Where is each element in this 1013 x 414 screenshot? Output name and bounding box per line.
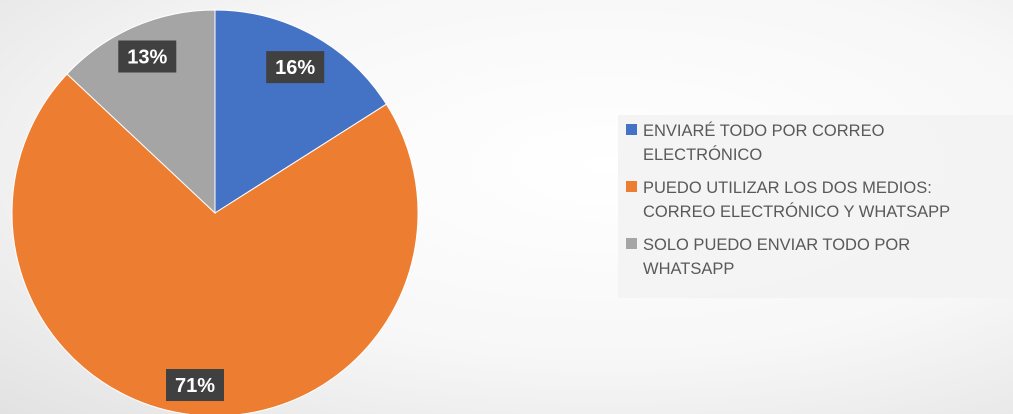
data-label-box-whatsapp: [118, 40, 177, 73]
pie-slice-ambos: [11, 73, 419, 414]
legend-label-ambos: PUEDO UTILIZAR LOS DOS MEDIOS: CORREO EL…: [643, 179, 951, 221]
data-labels: 16% 71% 13%: [118, 40, 325, 401]
pie-slice-correo: [214, 9, 388, 214]
legend-label-correo: ENVIARÉ TODO POR CORREO ELECTRÓNICO: [643, 122, 885, 164]
data-label-box-correo: [266, 51, 325, 84]
data-label-text-ambos: 71%: [175, 375, 215, 397]
data-label-correo: 16%: [266, 51, 325, 84]
data-label-whatsapp: 13%: [118, 40, 177, 73]
legend-item-ambos: PUEDO UTILIZAR LOS DOS MEDIOS: CORREO EL…: [626, 176, 1013, 224]
legend-item-correo: ENVIARÉ TODO POR CORREO ELECTRÓNICO: [626, 119, 1013, 167]
pie-slice-whatsapp: [66, 9, 216, 215]
legend-swatch-correo: [626, 124, 637, 135]
data-label-text-whatsapp: 13%: [127, 47, 167, 69]
data-label-box-ambos: [166, 369, 224, 401]
data-label-text-correo: 16%: [275, 57, 315, 79]
legend-label-whatsapp: SOLO PUEDO ENVIAR TODO POR WHATSAPP: [643, 236, 911, 278]
legend-swatch-whatsapp: [626, 238, 637, 249]
legend: ENVIARÉ TODO POR CORREO ELECTRÓNICO PUED…: [618, 115, 1013, 298]
legend-swatch-ambos: [626, 181, 637, 192]
legend-item-whatsapp: SOLO PUEDO ENVIAR TODO POR WHATSAPP: [626, 233, 1013, 281]
data-label-ambos: 71%: [166, 369, 224, 401]
